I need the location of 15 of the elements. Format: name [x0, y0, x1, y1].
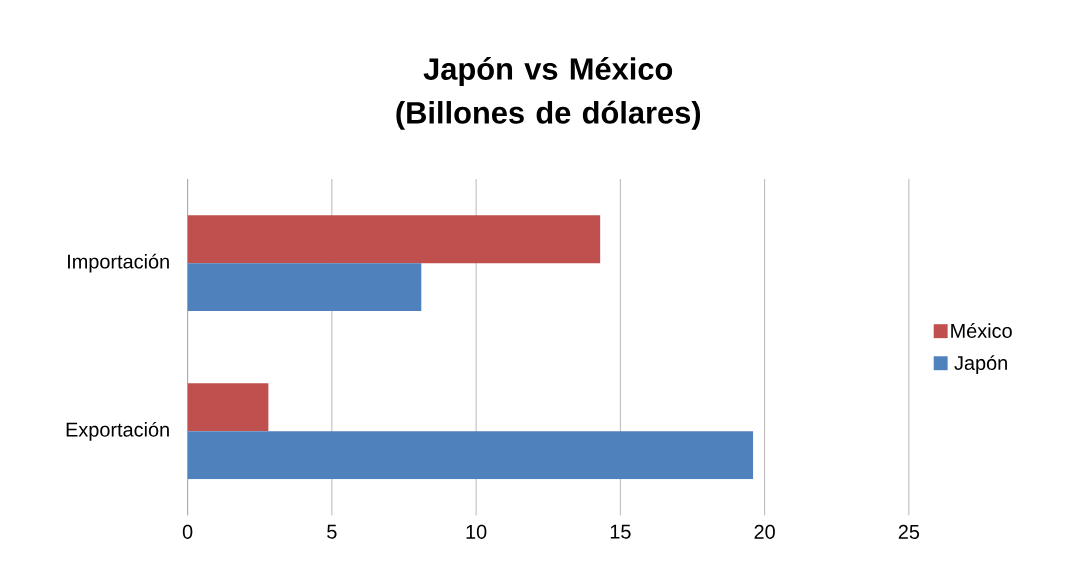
legend-label: Japón	[954, 355, 1007, 374]
y-tick-label: Exportación	[66, 421, 169, 441]
x-tick-label: 20	[754, 524, 775, 539]
chart-title: Japón vs México (Billones de dólares)	[396, 56, 701, 130]
bar	[187, 215, 601, 264]
legend-label: México	[951, 323, 1012, 338]
x-tick-label: 5	[327, 524, 337, 539]
x-tick-label: 15	[610, 524, 631, 539]
y-tick-label: Importación	[68, 253, 169, 273]
bar	[187, 431, 754, 480]
x-tick-label: 10	[466, 524, 487, 539]
x-tick-label: 25	[898, 524, 920, 539]
bar	[187, 263, 422, 312]
x-tick-label: 0	[182, 524, 193, 539]
bar	[187, 383, 269, 432]
